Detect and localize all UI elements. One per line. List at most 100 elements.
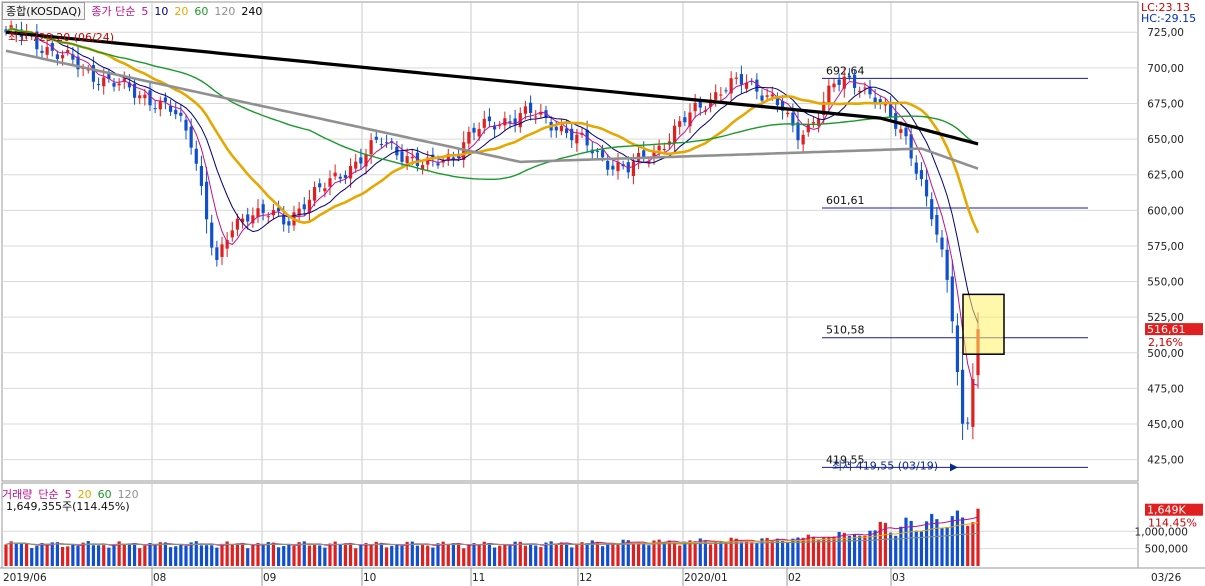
volume-bar bbox=[24, 543, 29, 566]
volume-bar bbox=[719, 541, 723, 566]
volume-bar bbox=[796, 537, 800, 566]
ma-legend-240[interactable]: 240 bbox=[241, 4, 263, 18]
candle-body bbox=[714, 92, 718, 100]
volume-bar bbox=[904, 517, 908, 566]
candle-body bbox=[858, 90, 862, 93]
ma-legend-20[interactable]: 20 bbox=[174, 4, 189, 18]
candle-body bbox=[950, 276, 954, 322]
candle-body bbox=[179, 112, 183, 116]
candle-body bbox=[786, 112, 790, 115]
volume-bar bbox=[739, 542, 744, 566]
volume-ma-legend-120[interactable]: 120 bbox=[117, 487, 139, 501]
candle-body bbox=[693, 102, 697, 112]
volume-bar bbox=[292, 545, 296, 566]
volume-bar bbox=[621, 539, 625, 566]
candle-body bbox=[528, 102, 533, 113]
candle-body bbox=[955, 325, 960, 373]
volume-bar bbox=[348, 544, 353, 566]
volume-bar bbox=[662, 541, 666, 566]
candle-body bbox=[318, 183, 322, 188]
candle-body bbox=[611, 165, 615, 170]
candle-body bbox=[899, 129, 903, 133]
candle-body bbox=[364, 154, 368, 167]
volume-bar bbox=[81, 542, 85, 566]
volume-bar bbox=[734, 538, 738, 566]
candle-body bbox=[842, 76, 846, 89]
candle-body bbox=[328, 178, 332, 187]
volume-bar bbox=[642, 543, 646, 566]
volume-bar bbox=[523, 545, 528, 566]
volume-bar bbox=[914, 530, 918, 566]
volume-bar bbox=[837, 531, 841, 566]
volume-bar bbox=[878, 521, 882, 566]
x-tick-label: 12 bbox=[579, 572, 592, 584]
x-tick-label: 02 bbox=[788, 572, 801, 584]
volume-bar bbox=[940, 528, 944, 566]
volume-bar bbox=[847, 536, 852, 566]
candle-body bbox=[307, 199, 312, 212]
current-volume-badge bbox=[1145, 503, 1203, 516]
volume-bar bbox=[822, 537, 826, 566]
volume-bar bbox=[852, 534, 857, 566]
volume-bar bbox=[534, 545, 538, 566]
volume-bar bbox=[467, 544, 471, 566]
volume-bar bbox=[163, 542, 168, 566]
volume-ma-legend-5[interactable]: 5 bbox=[64, 487, 72, 501]
current-price-label: 516,61 bbox=[1147, 323, 1186, 336]
candle-body bbox=[86, 69, 90, 71]
candle-body bbox=[683, 117, 687, 123]
candle-body bbox=[971, 379, 975, 427]
y-tick-label: 650,00 bbox=[1147, 134, 1184, 146]
volume-bar bbox=[554, 543, 558, 566]
volume-bar bbox=[441, 541, 445, 566]
volume-bar bbox=[282, 546, 286, 566]
volume-ma-legend-20[interactable]: 20 bbox=[77, 487, 92, 501]
volume-bar bbox=[9, 541, 13, 566]
price-panel-frame bbox=[1, 1, 1139, 482]
candle-body bbox=[210, 222, 214, 248]
volume-bar bbox=[858, 535, 862, 566]
candle-body bbox=[698, 100, 702, 108]
ma-legend-10[interactable]: 10 bbox=[154, 4, 169, 18]
candle-body bbox=[847, 75, 852, 78]
volume-bar bbox=[410, 541, 414, 566]
ma-legend: 5 10 20 60 120 240 bbox=[141, 5, 262, 18]
volume-bar bbox=[616, 543, 620, 566]
candle-body bbox=[189, 126, 193, 148]
reference-level-label: 692,64 bbox=[826, 64, 865, 77]
current-volume-label: 1,649K bbox=[1147, 504, 1186, 517]
candle-body bbox=[96, 83, 101, 86]
candle-body bbox=[796, 122, 800, 141]
volume-bar bbox=[256, 543, 260, 566]
ma-legend-5[interactable]: 5 bbox=[141, 4, 149, 18]
volume-bar bbox=[451, 543, 456, 566]
volume-bar bbox=[487, 543, 492, 566]
ma-legend-60[interactable]: 60 bbox=[194, 4, 209, 18]
volume-bar bbox=[600, 546, 605, 566]
candle-body bbox=[832, 83, 836, 88]
volume-bar bbox=[210, 545, 214, 566]
candle-body bbox=[174, 109, 178, 115]
candle-body bbox=[888, 103, 893, 117]
volume-bar bbox=[91, 545, 96, 566]
volume-bar bbox=[323, 547, 327, 566]
volume-bar bbox=[708, 544, 713, 566]
candle-body bbox=[755, 79, 759, 92]
volume-bar bbox=[780, 540, 785, 566]
candle-body bbox=[379, 143, 384, 145]
volume-ma-legend-60[interactable]: 60 bbox=[97, 487, 112, 501]
ma-legend-120[interactable]: 120 bbox=[214, 4, 236, 18]
volume-bar bbox=[503, 544, 507, 566]
candle-body bbox=[631, 161, 636, 176]
candle-body bbox=[282, 215, 286, 225]
volume-bar bbox=[66, 546, 70, 566]
candle-body bbox=[744, 82, 749, 89]
y-tick-label: 525,00 bbox=[1147, 312, 1184, 324]
candle-body bbox=[657, 145, 661, 151]
candle-body bbox=[503, 118, 507, 126]
candle-body bbox=[523, 106, 528, 114]
volume-bar bbox=[174, 546, 178, 566]
symbol-selector[interactable]: 종합(KOSDAQ) bbox=[2, 2, 86, 20]
candle-body bbox=[616, 162, 620, 172]
